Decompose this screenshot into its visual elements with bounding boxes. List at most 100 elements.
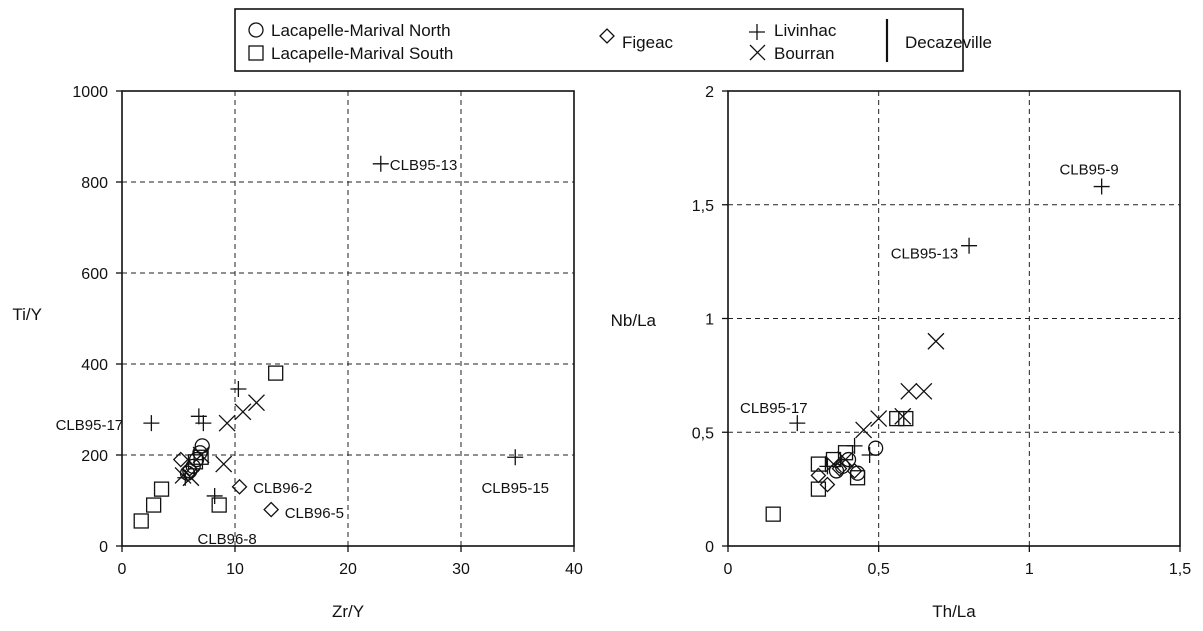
data-point-square [849,470,866,486]
data-point-square [211,497,227,513]
x-tick-label: 10 [226,561,244,578]
data-point-square [145,497,162,513]
data-point-cross [927,332,945,350]
x-tick-label: 0 [118,561,127,578]
data-point-diamond [819,476,836,493]
data-point-square [765,506,781,522]
y-tick-label: 600 [81,266,108,283]
data-point-circle [849,465,866,481]
legend-frame [234,8,964,72]
data-point-circle [192,445,208,461]
legend-label-bourran: Bourran [774,44,834,63]
point-annotation: CLB96-8 [197,531,256,548]
legend-symbol-square [248,45,264,61]
y-axis-label: Nb/La [611,311,657,330]
data-point-square [810,481,827,497]
y-axis-label: Ti/Y [12,305,42,324]
data-point-diamond [181,460,198,477]
legend-symbol-cross [749,44,766,61]
point-annotation: CLB95-15 [481,480,549,497]
data-point-diamond [172,451,189,468]
plot-th-nb: 0 0,5 1 1,5 0 0,5 1 1,5 2 Th/La Nb/La CLB95-9 CLB95-… [611,84,1192,621]
x-tick-label: 40 [565,561,583,578]
legend-symbol-diamond [599,28,615,44]
data-point-plus [1093,178,1110,195]
legend-label-lm-north: Lacapelle-Marival North [271,21,451,40]
data-point-cross [900,382,918,400]
data-point-circle [188,451,205,468]
data-point-cross [192,446,210,464]
legend-symbol-plus [749,24,765,40]
data-point-plus [846,437,863,454]
legend-label-figeac: Figeac [622,33,674,52]
y-tick-label: 1,5 [692,198,714,215]
data-point-circle [868,440,884,456]
y-tick-label: 2 [705,84,714,101]
data-point-cross [870,410,888,428]
y-tick-label: 0 [99,539,108,556]
data-point-plus [861,447,878,463]
data-point-cross [248,394,265,412]
data-point-plus [195,415,212,432]
point-annotation: CLB95-17 [56,417,124,434]
point-annotation: CLB95-13 [390,157,458,174]
y-tick-label: 0 [705,539,714,556]
point-annotation: CLB95-9 [1059,161,1118,178]
data-point-square [268,365,284,381]
data-point-diamond [831,460,848,477]
data-point-diamond [810,467,827,484]
y-tick-label: 400 [81,357,108,374]
y-tick-label: 800 [81,175,108,192]
data-point-cross [825,455,842,473]
data-point-cross [234,403,252,421]
data-point-plus [230,381,247,398]
data-point-square [133,513,149,529]
point-annotation: CLB95-17 [740,400,808,417]
data-point-cross [218,414,236,432]
data-point-diamond [231,478,248,495]
data-point-square [193,449,209,465]
legend-label-lm-south: Lacapelle-Marival South [271,44,453,63]
y-tick-label: 1000 [72,84,108,101]
legend: Lacapelle-Marival North Lacapelle-Mariva… [234,8,992,72]
x-axis-label: Zr/Y [332,602,364,621]
point-annotation: CLB96-2 [253,480,312,497]
x-tick-label: 0 [724,561,733,578]
data-point-cross [215,455,233,473]
x-tick-label: 1,5 [1169,561,1191,578]
data-point-square [187,454,204,470]
data-point-plus [819,458,836,475]
data-point-plus [961,237,978,254]
data-point-plus [789,415,806,432]
x-axis-label: Th/La [932,602,976,621]
plot-zr-ti: 0 10 20 30 4002004006008001000Zr/YTi/YCLB95-… [12,84,583,621]
x-tick-label: 1 [1025,561,1034,578]
y-tick-label: 0,5 [692,425,714,442]
data-point-cross [182,469,200,487]
data-point-square [153,481,170,497]
legend-symbol-circle [248,22,264,38]
x-tick-label: 0,5 [868,561,890,578]
data-point-plus [372,155,389,172]
legend-label-livinhac: Livinhac [774,21,837,40]
data-point-square [889,410,905,427]
data-point-cross [837,451,854,469]
point-annotation: CLB95-13 [891,246,959,263]
data-point-cross [855,421,873,439]
y-tick-label: 200 [81,448,108,465]
data-point-plus [190,408,207,425]
data-point-square [810,456,827,472]
data-point-diamond [263,501,280,518]
y-tick-label: 1 [705,312,714,329]
legend-group-label: Decazeville [905,33,992,52]
x-tick-label: 30 [452,561,470,578]
data-point-plus [206,487,223,504]
data-point-cross [894,407,912,425]
data-point-cross [915,382,933,400]
data-point-plus [143,415,160,432]
point-annotation: CLB96-5 [285,505,344,522]
data-point-plus [507,449,524,466]
data-point-square [898,410,914,427]
x-tick-label: 20 [339,561,357,578]
